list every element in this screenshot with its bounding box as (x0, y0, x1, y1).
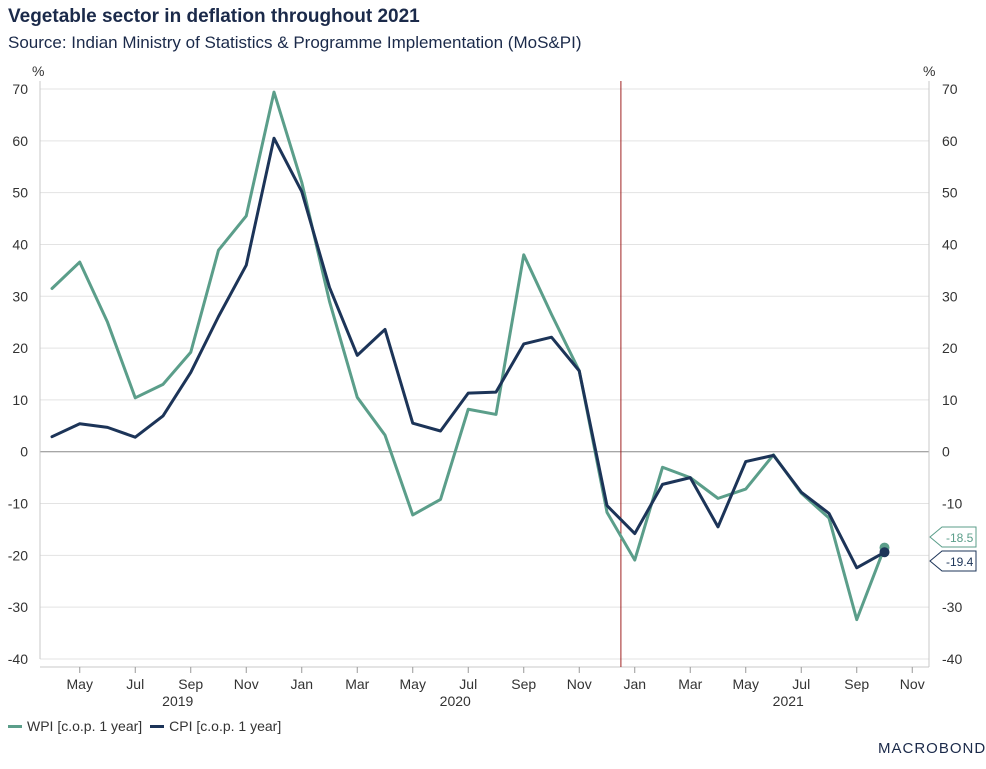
legend-swatch-wpi (8, 724, 22, 728)
x-tick-label: Sep (844, 676, 869, 692)
end-label-cpi: -19.4 (929, 550, 977, 572)
x-tick-label: Jan (290, 676, 313, 692)
y-tick-label-left: 0 (20, 444, 28, 460)
x-tick-label: Jul (126, 676, 144, 692)
y-tick-label-left: 60 (12, 133, 28, 149)
legend-item-cpi: CPI [c.o.p. 1 year] (150, 718, 281, 734)
y-tick-label-right: 10 (942, 392, 958, 408)
y-tick-label-right: 40 (942, 236, 958, 252)
y-tick-label-right: -30 (942, 599, 962, 615)
legend-label-wpi: WPI [c.o.p. 1 year] (27, 718, 143, 734)
x-tick-label: Nov (234, 676, 259, 692)
series-endpoint-cpi (879, 547, 890, 558)
y-tick-label-right: 0 (942, 444, 950, 460)
y-tick-label-right: 70 (942, 81, 958, 97)
x-tick-label: Nov (900, 676, 925, 692)
x-year-label: 2019 (162, 693, 193, 709)
x-tick-label: May (67, 676, 93, 692)
y-tick-label-right: 60 (942, 133, 958, 149)
x-tick-label: Jul (459, 676, 477, 692)
y-tick-label-left: -20 (8, 547, 28, 563)
x-tick-label: Jan (623, 676, 646, 692)
legend-swatch-cpi (150, 724, 165, 728)
y-tick-label-right: 20 (942, 340, 958, 356)
x-tick-label: Sep (511, 676, 536, 692)
y-axis-unit-right: % (923, 63, 935, 79)
legend-label-cpi: CPI [c.o.p. 1 year] (169, 718, 282, 734)
end-label-box (929, 550, 977, 572)
x-tick-label: May (400, 676, 426, 692)
chart-title: Vegetable sector in deflation throughout… (8, 6, 420, 27)
y-tick-label-left: 40 (12, 236, 28, 252)
x-tick-label: Jul (792, 676, 810, 692)
end-label-text: -19.4 (946, 555, 974, 569)
y-tick-label-right: -10 (942, 496, 962, 512)
macrobond-logo: MACROBOND (878, 740, 986, 757)
x-tick-label: Sep (178, 676, 203, 692)
x-year-label: 2020 (440, 693, 471, 709)
legend-item-wpi: WPI [c.o.p. 1 year] (8, 718, 142, 734)
series-lines (50, 90, 890, 622)
x-year-label: 2021 (773, 693, 804, 709)
y-tick-label-left: -10 (8, 496, 28, 512)
y-tick-label-right: -40 (942, 651, 962, 667)
y-tick-label-right: 30 (942, 288, 958, 304)
x-tick-label: May (733, 676, 759, 692)
series-line-cpi (50, 136, 886, 570)
end-label-wpi: -18.5 (929, 526, 977, 548)
y-tick-label-left: -40 (8, 651, 28, 667)
y-tick-label-left: 70 (12, 81, 28, 97)
series-line-wpi (50, 90, 886, 622)
end-labels: -18.5 -19.4 (929, 526, 977, 572)
y-tick-label-left: 10 (12, 392, 28, 408)
x-tick-label: Nov (567, 676, 592, 692)
y-tick-label-right: 50 (942, 185, 958, 201)
y-tick-label-left: 50 (12, 185, 28, 201)
end-label-box (929, 526, 977, 548)
legend: WPI [c.o.p. 1 year] CPI [c.o.p. 1 year] (8, 718, 281, 734)
y-tick-label-left: 30 (12, 288, 28, 304)
y-tick-label-left: -30 (8, 599, 28, 615)
x-tick-label: Mar (345, 676, 369, 692)
y-axis-unit-left: % (32, 63, 44, 79)
x-tick-label: Mar (678, 676, 702, 692)
y-tick-label-left: 20 (12, 340, 28, 356)
chart-subtitle: Source: Indian Ministry of Statistics & … (8, 33, 582, 52)
grid-lines (40, 88, 929, 660)
end-label-text: -18.5 (946, 531, 974, 545)
